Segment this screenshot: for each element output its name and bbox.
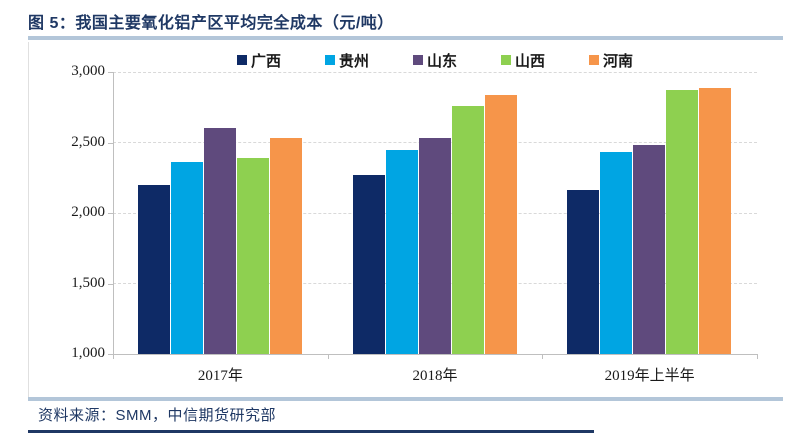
bar-广西-2017年 — [137, 184, 170, 354]
bar-贵州-2018年 — [385, 149, 418, 354]
x-axis-tick — [113, 354, 114, 359]
y-axis-tick-label: 1,000 — [71, 345, 105, 361]
legend-item: 山西 — [501, 50, 545, 71]
title-divider — [28, 36, 783, 40]
y-axis-tick-label: 3,000 — [71, 63, 105, 79]
legend-label: 山西 — [515, 52, 546, 70]
legend-swatch-icon — [236, 55, 247, 65]
x-axis-category-label: 2017年 — [197, 368, 243, 384]
x-axis-category-label: 2019年上半年 — [604, 368, 695, 384]
y-axis-tick — [108, 142, 113, 144]
page-bottom-rule — [28, 430, 594, 433]
gridline — [113, 71, 757, 73]
chart-bottom-divider — [28, 397, 783, 401]
legend-swatch-icon — [412, 55, 423, 65]
legend-label: 贵州 — [338, 52, 369, 70]
bar-山西-2018年 — [451, 105, 484, 354]
figure-title: 图 5：我国主要氧化铝产区平均完全成本（元/吨） — [28, 15, 394, 32]
y-axis-tick — [108, 72, 113, 73]
bar-山西-2017年 — [236, 158, 269, 354]
bar-河南-2017年 — [269, 138, 302, 354]
legend-item: 贵州 — [324, 50, 369, 71]
chart-frame-left-border — [28, 42, 29, 397]
bar-河南-2018年 — [484, 94, 517, 354]
y-axis-line — [113, 72, 114, 359]
bar-山西-2019年上半年 — [666, 90, 699, 354]
y-axis-tick — [108, 354, 113, 355]
bar-贵州-2017年 — [170, 162, 203, 354]
legend-label: 广西 — [250, 52, 281, 70]
bar-河南-2019年上半年 — [699, 87, 732, 354]
legend-swatch-icon — [589, 55, 600, 65]
chart-legend: 广西 贵州 山东 山西 河南 — [113, 50, 757, 70]
bar-山东-2018年 — [418, 138, 451, 354]
x-axis-line — [113, 354, 758, 355]
legend-swatch-icon — [324, 55, 335, 65]
source-note: 资料来源：SMM，中信期货研究部 — [38, 407, 276, 424]
x-axis-category-label: 2018年 — [412, 368, 458, 384]
bar-广西-2019年上半年 — [567, 190, 600, 354]
legend-label: 河南 — [603, 52, 634, 70]
y-axis-tick-label: 2,000 — [71, 204, 105, 220]
y-axis-tick-label: 2,500 — [71, 133, 105, 150]
bar-山东-2017年 — [203, 128, 236, 354]
y-axis-tick-label: 1,500 — [71, 274, 105, 291]
y-axis-tick — [108, 213, 113, 214]
bar-广西-2018年 — [352, 174, 385, 354]
x-axis-tick — [327, 354, 329, 359]
bar-贵州-2019年上半年 — [600, 152, 633, 354]
bar-山东-2019年上半年 — [633, 145, 666, 354]
legend-item: 广西 — [236, 50, 281, 71]
legend-swatch-icon — [501, 55, 511, 65]
x-axis-tick — [757, 354, 758, 359]
legend-item: 山东 — [412, 50, 457, 71]
legend-item: 河南 — [589, 50, 633, 71]
x-axis-tick — [542, 354, 544, 359]
y-axis-tick — [108, 283, 113, 285]
legend-label: 山东 — [426, 52, 457, 70]
